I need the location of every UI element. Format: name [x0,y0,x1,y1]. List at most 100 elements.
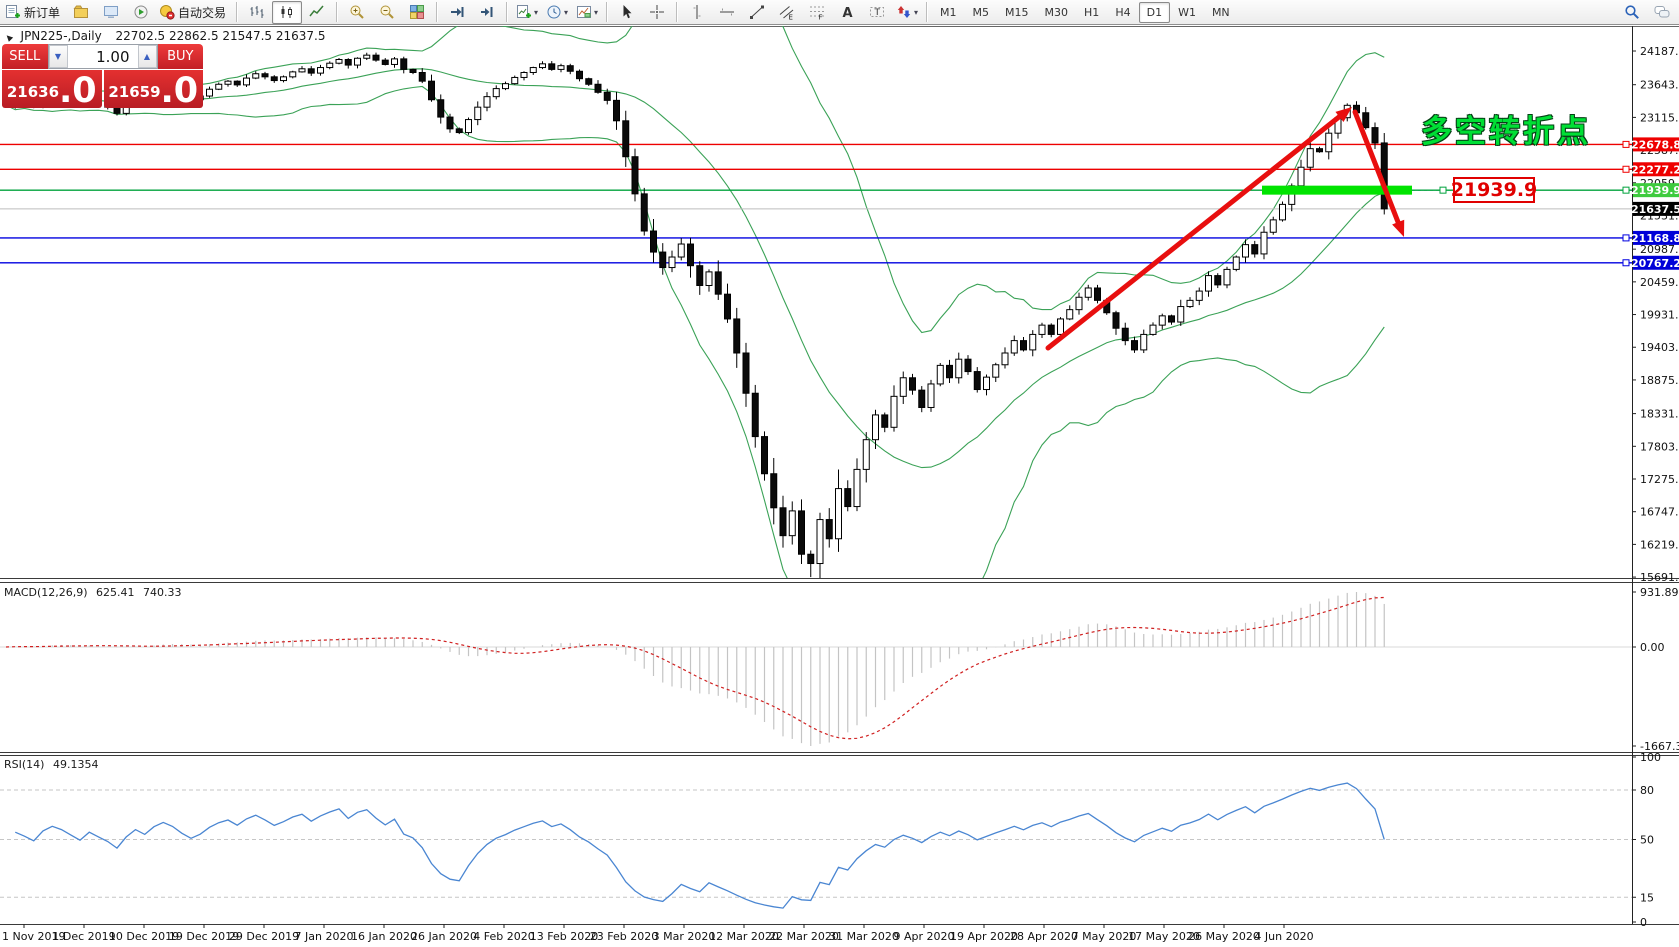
profiles-icon [73,4,89,20]
horizontal-lines[interactable] [0,143,1632,264]
candles-icon [279,4,295,20]
line-handle[interactable] [1622,259,1630,267]
channel-button[interactable]: E [772,1,802,24]
price-tick-label: 19931.0 [1640,309,1679,322]
text-button[interactable]: A [832,1,862,24]
volume-decrement-button[interactable]: ▼ [48,45,68,68]
sell-price: 21636 [6,83,60,101]
timeframe-m15-button[interactable]: M15 [1005,5,1029,19]
timeframe-m30-button[interactable]: M30 [1044,5,1069,19]
text-label-button[interactable]: T [862,1,892,24]
vertical-line-button[interactable] [682,1,712,24]
buy-price-fraction: .0 [160,71,199,111]
bar-chart-button[interactable] [242,1,272,24]
line-handle[interactable] [1439,186,1447,194]
autotrading-button-label: 自动交易 [178,5,227,20]
bollinger-lower [5,85,1385,578]
arrows-button[interactable]: ▾ [892,1,922,24]
date-tick-label: 4 Feb 2020 [473,930,534,943]
autotrading-button[interactable]: 自动交易 [156,1,232,24]
sell-button[interactable]: SELL [2,44,48,69]
fibonacci-button[interactable]: F [802,1,832,24]
timeframe-m1-button[interactable]: M1 [940,5,957,19]
rsi-axis-label: 15 [1640,891,1654,904]
sell-price-panel[interactable]: 21636 .0 [2,70,102,111]
templates-icon [576,4,592,20]
toolbar-separator [236,2,239,22]
line-handle[interactable] [1622,140,1630,148]
chat-icon [1654,4,1670,20]
line-handle[interactable] [1622,186,1630,194]
search-button[interactable] [1617,1,1647,24]
horizontal-line-button[interactable] [712,1,742,24]
toolbar-separator [506,2,509,22]
volume-increment-button[interactable]: ▲ [137,45,157,68]
rsi-axis-label: 100 [1640,751,1661,764]
linechart-icon [309,4,325,20]
zoom-in-button[interactable] [342,1,372,24]
date-tick-label: 22 Mar 2020 [769,930,839,943]
turning-point-annotation[interactable]: 多空转折点 [1421,114,1591,150]
svg-text:E: E [789,14,793,21]
date-tick-label: 13 Feb 2020 [530,930,598,943]
timeframe-h4-button[interactable]: H4 [1115,5,1131,19]
trend-arrow[interactable] [1045,107,1405,351]
svg-text:20767.2: 20767.2 [1631,257,1679,270]
one-click-collapse-icon[interactable]: ▲ [3,32,15,43]
sell-price-fraction: .0 [59,71,97,111]
fibonacci-icon: F [809,4,825,22]
svg-text:F: F [819,14,823,21]
trendline-button[interactable] [742,1,772,24]
candlestick-chart-button[interactable] [272,0,303,24]
text-icon: A [839,4,855,21]
chat-button[interactable] [1647,1,1677,24]
buy-button[interactable]: BUY [157,44,203,69]
line-handle[interactable] [1622,234,1630,242]
dropdown-arrow-icon[interactable]: ▾ [534,7,539,17]
price-tick-label: 16747.0 [1640,506,1679,519]
support-band[interactable] [1262,185,1412,195]
dropdown-arrow-icon[interactable]: ▾ [914,7,919,17]
templates-button[interactable]: ▾ [572,1,602,24]
macd-panel [0,592,1632,746]
cursor-button[interactable] [612,1,642,24]
chart-shift-button[interactable] [472,1,502,24]
line-handle[interactable] [1622,165,1630,173]
axis-price-label-22678.8: 22678.8 [1622,137,1679,152]
timeframe-h1-button[interactable]: H1 [1084,5,1100,19]
buy-price-panel[interactable]: 21659 .0 [103,70,203,111]
arrange-windows-button[interactable] [402,1,432,24]
volume-input[interactable] [67,45,138,68]
crosshair-button[interactable] [642,1,672,24]
timeframe-d1-button[interactable]: D1 [1138,1,1171,23]
level-price-tag[interactable]: 21939.9 [1450,177,1538,203]
timeframe-mn-button[interactable]: MN [1211,5,1230,19]
axis-price-label-22277.2: 22277.2 [1622,162,1679,177]
date-tick-label: 17 May 2020 [1128,930,1200,943]
shift-icon [479,4,495,20]
charts-profile-button[interactable] [66,1,96,24]
indicators-button[interactable]: ▾ [512,1,542,24]
date-tick-label: 19 Apr 2020 [950,930,1018,943]
dropdown-arrow-icon[interactable]: ▾ [594,7,599,17]
axis-price-label-21939.9: 21939.9 [1622,183,1679,198]
strategy-tester-button[interactable] [126,1,156,24]
dropdown-arrow-icon[interactable]: ▾ [564,7,569,17]
timeframe-w1-button[interactable]: W1 [1178,5,1196,19]
date-tick-label: 19 Dec 2019 [169,930,239,943]
periods-button[interactable]: ▾ [542,1,572,24]
zoom-out-button[interactable] [372,1,402,24]
rsi-line [14,782,1385,909]
rsi-axis-label: 0 [1640,916,1647,929]
candles-layer[interactable] [2,52,1388,583]
terminal-button[interactable] [96,1,126,24]
price-axis: 24187.023643.023115.022587.022059.021531… [1622,26,1679,929]
new-order-button[interactable]: 新订单 [2,1,66,24]
date-tick-label: 23 Feb 2020 [590,930,658,943]
auto-scroll-button[interactable] [442,1,472,24]
timeframe-m5-button[interactable]: M5 [972,5,990,19]
line-chart-button[interactable] [302,1,332,24]
price-tick-label: 18331.0 [1640,408,1679,421]
bollinger-upper [5,26,1385,334]
